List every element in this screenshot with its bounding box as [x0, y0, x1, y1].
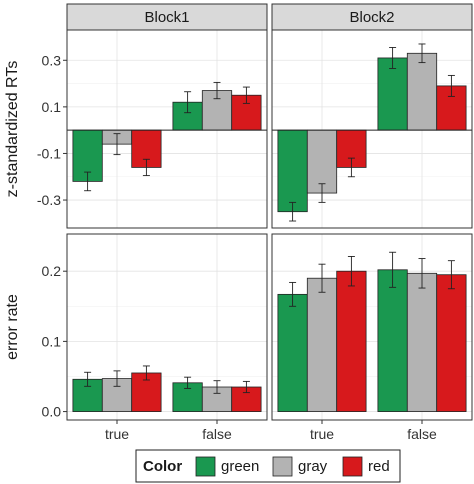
y-tick-label: -0.1 [37, 145, 61, 161]
x-tick-label-false: false [202, 426, 232, 442]
y-tick-label: 0.3 [42, 52, 62, 68]
bar-red-false-row2-block2 [436, 274, 467, 412]
facet-label-block2: Block2 [349, 9, 394, 26]
bar-green-true-row1-block2 [277, 129, 308, 213]
legend-key-green [195, 456, 216, 477]
x-tick-label-false: false [407, 426, 437, 442]
x-tick-label-true: true [105, 426, 129, 442]
x-tick-label-true: true [310, 426, 334, 442]
bar-gray-false-row2-block2 [406, 272, 438, 412]
bar-gray-false-row1-block2 [406, 52, 438, 131]
bar-red-true-row2-block2 [336, 270, 367, 412]
y-tick-label: 0.0 [42, 404, 62, 420]
facet-label-block1: Block1 [144, 9, 189, 26]
panel-border-row2-block1 [66, 233, 268, 421]
bar-green-true-row2-block2 [277, 293, 308, 412]
legend-label-gray: gray [298, 458, 328, 475]
panel-border-row1-block2 [271, 29, 473, 229]
panel-border-row1-block1 [66, 29, 268, 229]
facet-strip-block1 [66, 3, 268, 31]
y-tick-label: 0.2 [42, 263, 62, 279]
facet-strip-block2 [271, 3, 473, 31]
y-tick-label: 0.1 [42, 99, 62, 115]
y-axis-title-row1: z-standardized RTs [4, 61, 21, 198]
panel-border-row2-block2 [271, 233, 473, 421]
y-axis-title-row2: error rate [4, 294, 21, 360]
legend-key-red [342, 456, 363, 477]
legend-title: Color [143, 458, 182, 475]
y-tick-label: -0.3 [37, 192, 61, 208]
legend-label-red: red [368, 458, 390, 475]
bar-gray-true-row2-block2 [306, 277, 338, 412]
legend-key-gray [272, 456, 293, 477]
y-tick-label: 0.1 [42, 333, 62, 349]
bar-green-false-row2-block2 [377, 269, 408, 412]
legend-label-green: green [221, 458, 259, 475]
